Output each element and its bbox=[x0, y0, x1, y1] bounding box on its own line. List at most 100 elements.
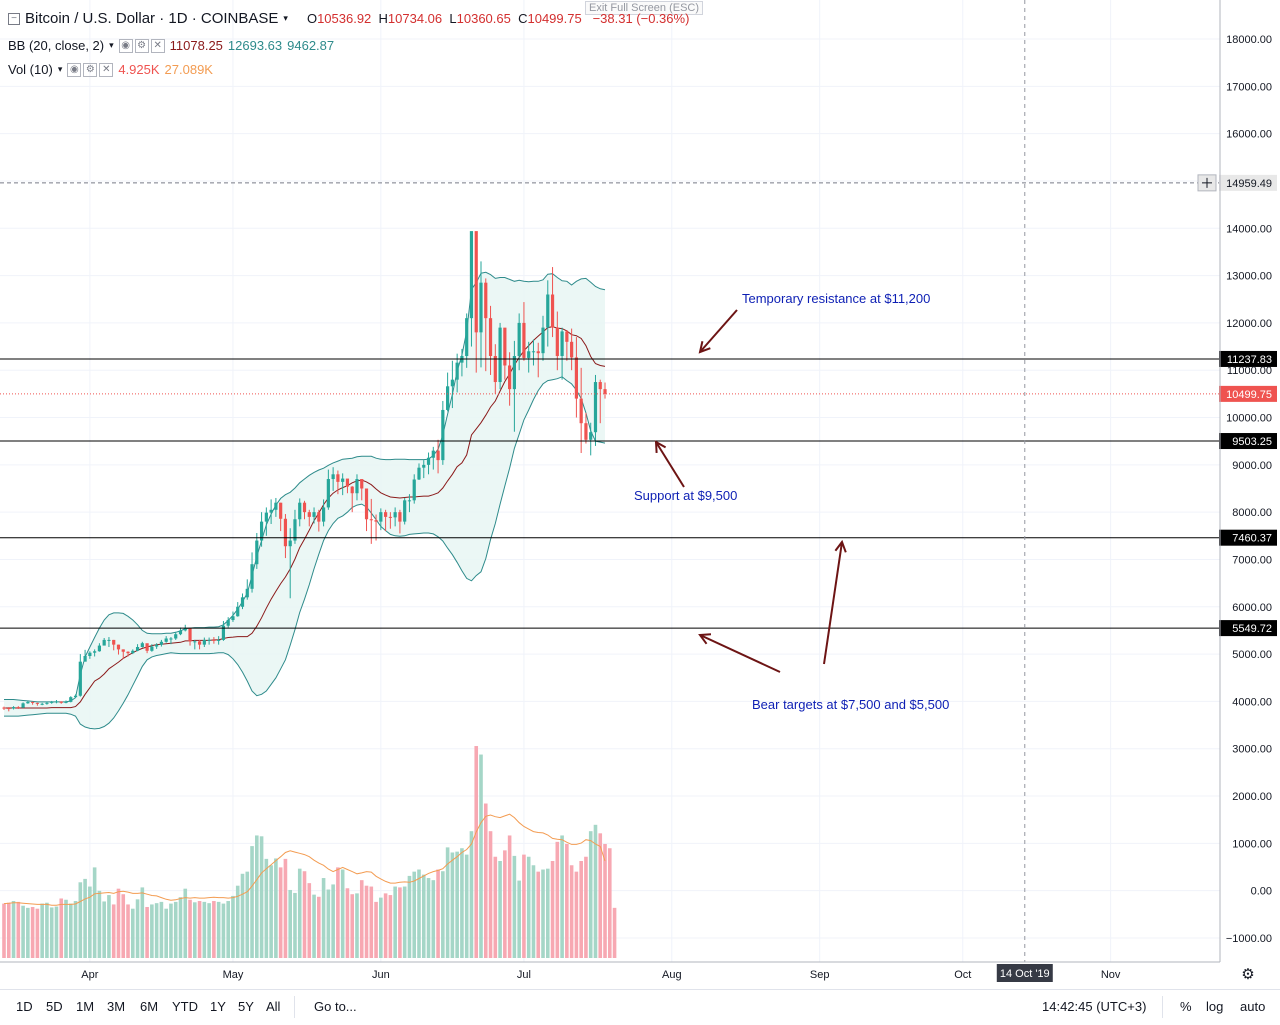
bb-lower-value: 9462.87 bbox=[287, 38, 335, 53]
range-3m-button[interactable]: 3M bbox=[107, 999, 126, 1014]
bb-upper-value: 12693.63 bbox=[227, 38, 283, 53]
volume-bar bbox=[16, 901, 21, 958]
volume-bar bbox=[565, 843, 569, 958]
auto-toggle[interactable]: auto bbox=[1240, 999, 1266, 1014]
gear-icon[interactable]: ⚙ bbox=[1241, 965, 1254, 983]
volume-bar bbox=[450, 852, 455, 958]
price-tick-label: 8000.00 bbox=[1232, 507, 1272, 519]
annotation-arrow bbox=[699, 634, 781, 673]
candle-body bbox=[298, 502, 302, 520]
candle-body bbox=[121, 649, 125, 652]
candle-body bbox=[465, 318, 469, 357]
volume-bar bbox=[579, 861, 583, 958]
candle-body bbox=[174, 634, 178, 639]
candle-body bbox=[54, 701, 59, 703]
level-price-tag bbox=[1219, 350, 1277, 367]
range-ytd-button[interactable]: YTD bbox=[172, 999, 198, 1014]
volume-bar bbox=[297, 868, 302, 958]
chevron-down-icon[interactable]: ▾ bbox=[57, 64, 63, 74]
volume-bar bbox=[393, 886, 397, 958]
volume-bar bbox=[607, 848, 612, 958]
volume-bar bbox=[283, 858, 288, 958]
volume-bar bbox=[288, 889, 292, 958]
volume-bar bbox=[111, 904, 116, 958]
range-5d-button[interactable]: 5D bbox=[46, 999, 63, 1014]
candle-body bbox=[531, 351, 536, 353]
candle-body bbox=[336, 474, 340, 482]
clock-timezone[interactable]: 14:42:45 (UTC+3) bbox=[1042, 999, 1147, 1014]
percent-toggle[interactable]: % bbox=[1180, 999, 1192, 1014]
candle-body bbox=[135, 647, 140, 651]
candle-body bbox=[350, 486, 354, 494]
candle-body bbox=[288, 540, 292, 547]
volume-bar bbox=[326, 889, 331, 958]
candle-body bbox=[78, 661, 82, 696]
divider bbox=[294, 996, 295, 1018]
annotation-arrow-head bbox=[654, 440, 667, 454]
annotation-label: Support at $9,500 bbox=[634, 488, 737, 503]
volume-bar bbox=[49, 907, 54, 958]
candle-body bbox=[512, 356, 516, 390]
range-6m-button[interactable]: 6M bbox=[140, 999, 159, 1014]
price-tick-label: 3000.00 bbox=[1232, 744, 1272, 756]
chevron-down-icon[interactable]: ▾ bbox=[109, 40, 114, 50]
volume-bar bbox=[92, 867, 97, 958]
exit-fullscreen-hint[interactable]: Exit Full Screen (ESC) bbox=[585, 1, 704, 15]
candle-body bbox=[83, 655, 87, 662]
candle-body bbox=[508, 365, 512, 390]
candle-body bbox=[398, 512, 402, 522]
range-1y-button[interactable]: 1Y bbox=[210, 999, 226, 1014]
price-chart[interactable]: 14959.49 11237.83 10499.75 9503.25 7460.37 55… bbox=[0, 0, 1280, 990]
price-tick-label: −1000.00 bbox=[1226, 933, 1272, 945]
candle-body bbox=[107, 639, 111, 641]
annotation-arrow-head bbox=[698, 341, 711, 354]
volume-bar bbox=[421, 874, 426, 958]
volume-bar bbox=[59, 898, 64, 958]
log-toggle[interactable]: log bbox=[1206, 999, 1224, 1014]
range-5y-button[interactable]: 5Y bbox=[238, 999, 254, 1014]
candle-body bbox=[388, 516, 392, 518]
price-tick-label: 7000.00 bbox=[1232, 554, 1272, 566]
candle-body bbox=[7, 708, 11, 710]
candle-body bbox=[436, 450, 440, 461]
candle-body bbox=[589, 432, 593, 440]
candle-body bbox=[279, 502, 283, 519]
volume-bar bbox=[569, 865, 574, 958]
vol-label[interactable]: Vol (10) bbox=[8, 62, 53, 77]
candle-body bbox=[312, 512, 316, 517]
volume-bar bbox=[545, 868, 550, 958]
volume-bar bbox=[231, 895, 235, 958]
range-1m-button[interactable]: 1M bbox=[76, 999, 95, 1014]
candle-body bbox=[527, 351, 531, 358]
candle-body bbox=[541, 327, 545, 354]
symbol-title[interactable]: Bitcoin / U.S. Dollar · 1D · COINBASE bbox=[25, 10, 279, 27]
range-all-button[interactable]: All bbox=[266, 999, 281, 1014]
bb-label[interactable]: BB (20, close, 2) bbox=[8, 38, 105, 53]
candle-body bbox=[240, 597, 245, 607]
divider bbox=[1162, 996, 1163, 1018]
indicator-controls[interactable]: ◉ ⚙ ✕ bbox=[67, 62, 114, 77]
goto-button[interactable]: Go to... bbox=[314, 999, 357, 1014]
candle-body bbox=[488, 318, 493, 357]
volume-bar bbox=[536, 871, 541, 958]
volume-bar bbox=[359, 880, 364, 958]
candle-body bbox=[40, 703, 44, 705]
bb-upper-line bbox=[4, 271, 606, 703]
candle-body bbox=[550, 294, 555, 328]
level-price-tag bbox=[1219, 174, 1277, 191]
range-1d-button[interactable]: 1D bbox=[16, 999, 33, 1014]
bb-basis-line bbox=[4, 326, 606, 709]
candle-body bbox=[422, 464, 426, 468]
collapse-icon[interactable]: − bbox=[8, 12, 20, 25]
indicator-controls[interactable]: ◉ ⚙ ✕ bbox=[118, 38, 165, 53]
volume-bar bbox=[388, 895, 393, 958]
price-tick-label: 11000.00 bbox=[1227, 365, 1272, 377]
candle-body bbox=[11, 707, 16, 709]
candle-body bbox=[274, 502, 278, 510]
cursor-date-tag bbox=[996, 964, 1053, 982]
candle-body bbox=[221, 625, 226, 640]
volume-bar bbox=[512, 855, 517, 958]
time-tick-label: Jun bbox=[372, 969, 390, 981]
chevron-down-icon[interactable]: ▾ bbox=[283, 13, 288, 23]
volume-bar bbox=[164, 908, 168, 958]
